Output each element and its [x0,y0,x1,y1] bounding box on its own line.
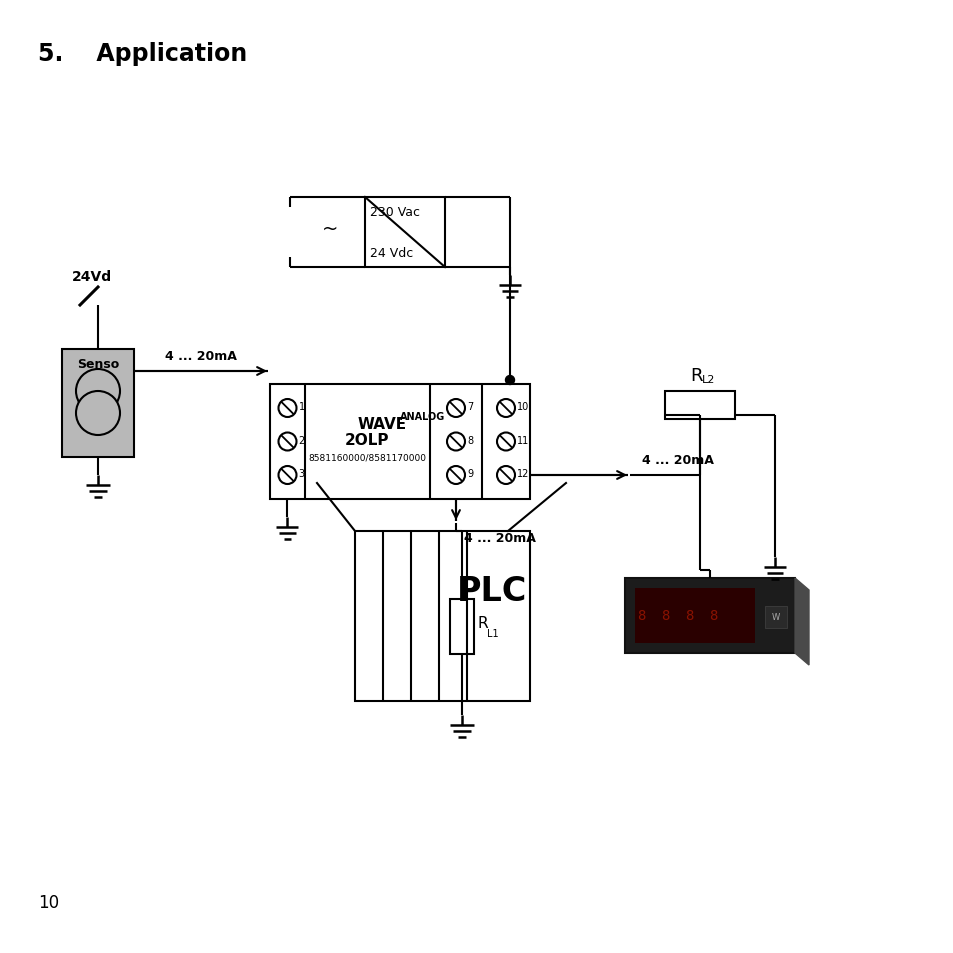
Bar [664,392,734,419]
Bar [62,350,133,457]
Circle shape [447,433,464,451]
Circle shape [76,370,120,414]
Text: 8: 8 [660,609,668,623]
Text: 24Vd: 24Vd [71,270,112,284]
Bar [365,198,444,268]
Bar [635,588,754,643]
Text: 1: 1 [298,401,304,412]
Circle shape [76,392,120,436]
Bar [764,606,786,628]
Text: 11: 11 [517,435,529,445]
Text: 24 Vdc: 24 Vdc [370,247,413,260]
Text: 8: 8 [467,435,473,445]
Text: 10: 10 [38,893,59,911]
Text: 8: 8 [708,609,717,623]
Circle shape [447,399,464,417]
Bar [450,598,474,654]
Text: PLC: PLC [456,575,527,607]
Text: 7: 7 [467,401,473,412]
Text: 4 ... 20mA: 4 ... 20mA [641,454,713,467]
Text: ANALOG: ANALOG [399,412,444,422]
Polygon shape [794,578,808,665]
Text: 10: 10 [517,401,529,412]
Text: 3: 3 [298,469,304,478]
Text: 8581160000/8581170000: 8581160000/8581170000 [308,454,426,462]
Circle shape [497,467,515,484]
Text: 8: 8 [684,609,693,623]
Text: W: W [771,612,780,620]
Circle shape [505,376,514,385]
Text: 5.    Application: 5. Application [38,42,247,66]
Text: 2: 2 [298,435,304,445]
Circle shape [447,467,464,484]
Text: 2OLP: 2OLP [345,433,390,448]
Circle shape [278,399,296,417]
Text: ~: ~ [321,219,337,238]
Text: R: R [477,615,488,630]
Circle shape [497,399,515,417]
Circle shape [497,433,515,451]
Text: 4 ... 20mA: 4 ... 20mA [165,350,236,363]
Text: L1: L1 [486,628,498,639]
Text: Senso: Senso [77,357,119,371]
Bar [355,532,530,701]
Text: 12: 12 [517,469,529,478]
Text: 4 ... 20mA: 4 ... 20mA [463,532,536,544]
Text: L2: L2 [701,375,715,385]
Text: 8: 8 [637,609,644,623]
Text: 9: 9 [467,469,473,478]
Circle shape [278,467,296,484]
Circle shape [278,433,296,451]
Bar [270,385,530,499]
Text: R: R [689,367,701,385]
Text: WAVE: WAVE [357,416,406,432]
Text: 230 Vac: 230 Vac [370,206,419,219]
Bar [624,578,794,654]
